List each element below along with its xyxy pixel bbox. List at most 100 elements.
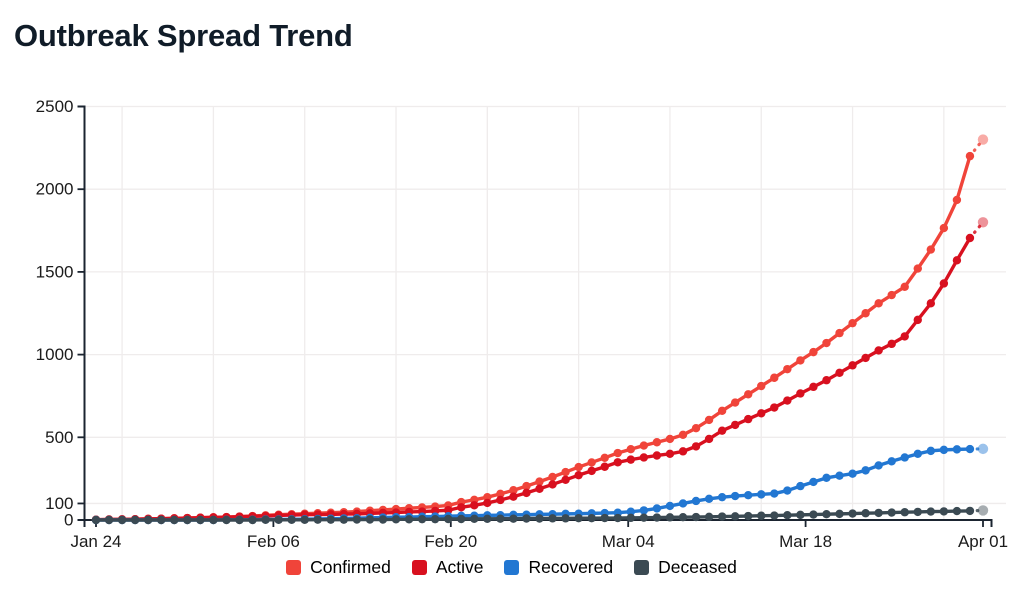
series-deceased-point xyxy=(926,507,936,516)
series-deceased-point xyxy=(561,514,570,523)
series-deceased-point xyxy=(913,507,922,517)
series-active-point xyxy=(535,484,544,493)
x-axis: Jan 24 Feb 06 Feb 20 Mar 04 Mar 18 Apr 01 xyxy=(70,519,1008,551)
series-deceased-point xyxy=(809,510,818,519)
y-tick-label: 1500 xyxy=(36,262,74,281)
series-confirmed-point xyxy=(704,415,714,425)
series-deceased-point xyxy=(952,506,962,516)
x-tick-label: Jan 24 xyxy=(70,532,121,551)
series-recovered-point xyxy=(639,506,649,515)
series-active-point xyxy=(704,434,714,444)
series-deceased-point xyxy=(770,511,779,520)
series-confirmed-point xyxy=(770,373,779,382)
series-active-point xyxy=(626,455,636,464)
series-deceased-provisional-point xyxy=(977,505,989,516)
series-deceased-point xyxy=(678,512,688,522)
series-active-point xyxy=(587,466,596,476)
series-confirmed-point xyxy=(783,364,792,374)
series-deceased-point xyxy=(848,509,857,518)
series-deceased-point xyxy=(457,514,466,524)
series-recovered-point xyxy=(809,477,818,487)
series-deceased-point xyxy=(404,515,414,524)
series-recovered-point xyxy=(926,446,936,456)
series-deceased-point xyxy=(626,513,636,523)
series-active-point xyxy=(652,451,662,460)
series-active-point xyxy=(443,506,453,515)
series-deceased-point xyxy=(339,515,349,524)
series-confirmed-point xyxy=(809,347,818,357)
legend-label: Active xyxy=(435,557,484,577)
series-confirmed-point xyxy=(835,328,844,338)
series-deceased-point xyxy=(691,512,701,522)
series-deceased xyxy=(91,505,989,525)
series-confirmed-point xyxy=(848,318,857,328)
series-active-point xyxy=(757,409,766,418)
y-tick-label: 1000 xyxy=(36,345,74,364)
series-confirmed-point xyxy=(717,406,727,416)
series-confirmed-point xyxy=(600,453,609,463)
series-confirmed-point xyxy=(587,458,596,467)
series-confirmed-point xyxy=(535,477,544,486)
y-tick-label: 2000 xyxy=(36,180,74,199)
series-active-point xyxy=(939,279,949,288)
series-active-point xyxy=(678,447,688,456)
series-active-point xyxy=(887,339,896,349)
series-deceased-point xyxy=(157,515,166,525)
series-confirmed-point xyxy=(483,492,492,502)
page-title: Outbreak Spread Trend xyxy=(14,18,353,53)
y-tick-label: 500 xyxy=(45,428,73,447)
series-deceased-point xyxy=(470,514,479,524)
series-confirmed-point xyxy=(613,448,622,458)
series-deceased-point xyxy=(939,507,949,516)
series-confirmed-point xyxy=(874,299,883,308)
series-deceased-point xyxy=(496,514,505,523)
legend-label: Recovered xyxy=(528,557,614,577)
series-deceased-point xyxy=(170,515,179,525)
series-active-point xyxy=(717,426,727,435)
series-recovered-point xyxy=(744,490,753,500)
series-active-point xyxy=(457,503,466,512)
series-confirmed-point xyxy=(561,467,570,477)
series-active-point xyxy=(639,453,649,462)
series-deceased-point xyxy=(822,510,831,519)
series-active-point xyxy=(496,495,505,505)
series-recovered-point xyxy=(900,453,909,462)
series-deceased-point xyxy=(965,506,975,516)
series-deceased-point xyxy=(91,515,101,525)
series-active-point xyxy=(770,403,779,412)
series-recovered-point xyxy=(874,461,883,470)
series-recovered-point xyxy=(730,491,740,501)
series-confirmed-point xyxy=(678,430,688,440)
series-deceased-point xyxy=(130,515,140,525)
series-confirmed-point xyxy=(796,356,805,365)
deceased-swatch-icon xyxy=(634,560,650,576)
series-deceased-point xyxy=(261,515,270,525)
series-deceased-point xyxy=(417,514,427,524)
series-recovered-point xyxy=(952,445,962,454)
series-deceased-point xyxy=(744,511,753,521)
y-axis-line xyxy=(77,105,86,521)
series-deceased-point xyxy=(730,512,740,521)
series-confirmed-point xyxy=(757,381,766,391)
series-deceased-point xyxy=(639,513,649,522)
series-active-point xyxy=(952,256,962,265)
series-recovered-point xyxy=(626,507,636,516)
series-deceased-point xyxy=(183,515,192,525)
series-deceased-point xyxy=(143,515,153,525)
series-recovered-point xyxy=(965,444,975,454)
series-deceased-point xyxy=(535,514,544,523)
series-deceased-point xyxy=(117,515,127,525)
series-recovered-point xyxy=(757,490,766,499)
series-confirmed-point xyxy=(509,486,518,495)
series-deceased-point xyxy=(757,511,766,520)
legend-item-confirmed: Confirmed xyxy=(286,558,391,577)
series-recovered-point xyxy=(848,469,857,478)
series-confirmed-point xyxy=(926,245,936,254)
series-deceased-point xyxy=(665,513,675,522)
series-recovered-point xyxy=(652,504,662,513)
series-active-point xyxy=(835,368,844,377)
series-active-point xyxy=(809,382,818,392)
series-confirmed-point xyxy=(626,445,636,454)
